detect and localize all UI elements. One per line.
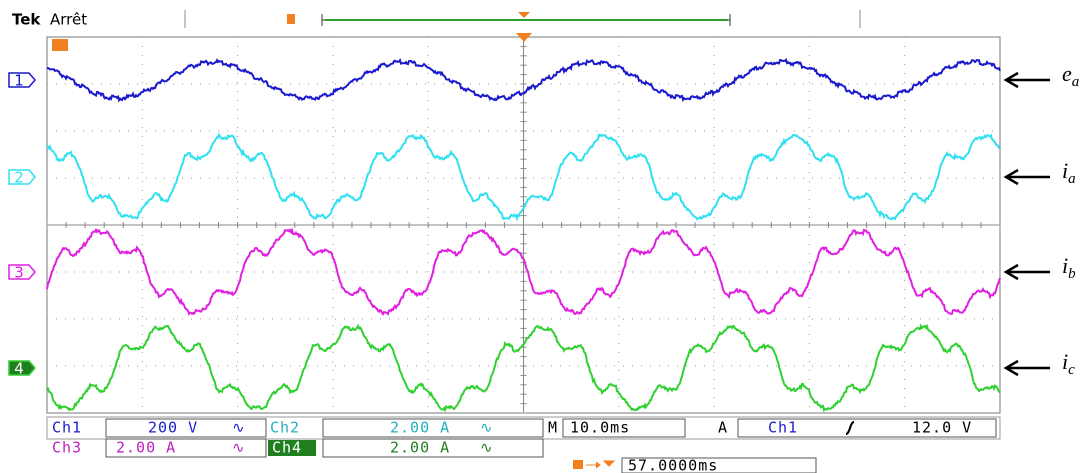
ch3-label: Ch3 — [52, 439, 82, 457]
acq-status: Arrêt — [50, 11, 87, 29]
ch2-coupling: ∿ — [480, 419, 494, 437]
status-bar: Ch1 200 V ∿ Ch2 2.00 A ∿ M 10.0ms A Ch1 … — [47, 417, 1000, 473]
ch4-label: Ch4 — [272, 439, 302, 457]
timebase: 10.0ms — [570, 419, 630, 437]
channel-label: ib — [1062, 253, 1076, 282]
subscript: a — [1068, 171, 1076, 187]
subscript: c — [1068, 362, 1075, 378]
ch2-label: Ch2 — [270, 419, 300, 437]
channel-marker: 1 — [14, 72, 24, 90]
channel-marker: 2 — [14, 169, 24, 187]
ch3-coupling: ∿ — [232, 439, 246, 457]
channel-label: ea — [1062, 61, 1079, 90]
subscript: b — [1068, 266, 1076, 282]
trigger-marker — [518, 12, 530, 18]
trigger-level: 12.0 V — [912, 419, 972, 437]
trigger-source: Ch1 — [768, 419, 798, 437]
ch4-scale: 2.00 A — [390, 439, 450, 457]
trigger-pos-icon — [287, 14, 295, 24]
annotation-arrow — [1006, 73, 1050, 87]
timebase-label: M — [548, 419, 558, 437]
annotation-arrow — [1006, 170, 1050, 184]
delay-arrow — [586, 461, 614, 468]
ch2-scale: 2.00 A — [390, 419, 450, 437]
brand: Tek — [12, 11, 41, 29]
channel-marker: 4 — [14, 360, 24, 378]
delay: 57.0000ms — [628, 457, 718, 473]
trigger-label: A — [718, 419, 728, 437]
trigger-pos-flag — [52, 39, 68, 51]
channel-label: ic — [1062, 349, 1075, 378]
delay-icon — [573, 460, 583, 469]
ch1-scale: 200 V — [148, 419, 198, 437]
annotation-arrow — [1006, 265, 1050, 279]
subscript: a — [1072, 74, 1080, 90]
channel-label: ia — [1062, 158, 1076, 187]
symbol: e — [1062, 61, 1072, 86]
annotation-arrow — [1006, 361, 1050, 375]
ch1-coupling: ∿ — [232, 419, 246, 437]
channel-marker: 3 — [14, 264, 24, 282]
oscilloscope-screen: Tek Arrêt 1ea2ia3ib4ic Ch1 200 V ∿ Ch2 2… — [0, 0, 1089, 473]
ch3-scale: 2.00 A — [116, 439, 176, 457]
ch4-coupling: ∿ — [480, 439, 494, 457]
ch1-label: Ch1 — [52, 419, 82, 437]
